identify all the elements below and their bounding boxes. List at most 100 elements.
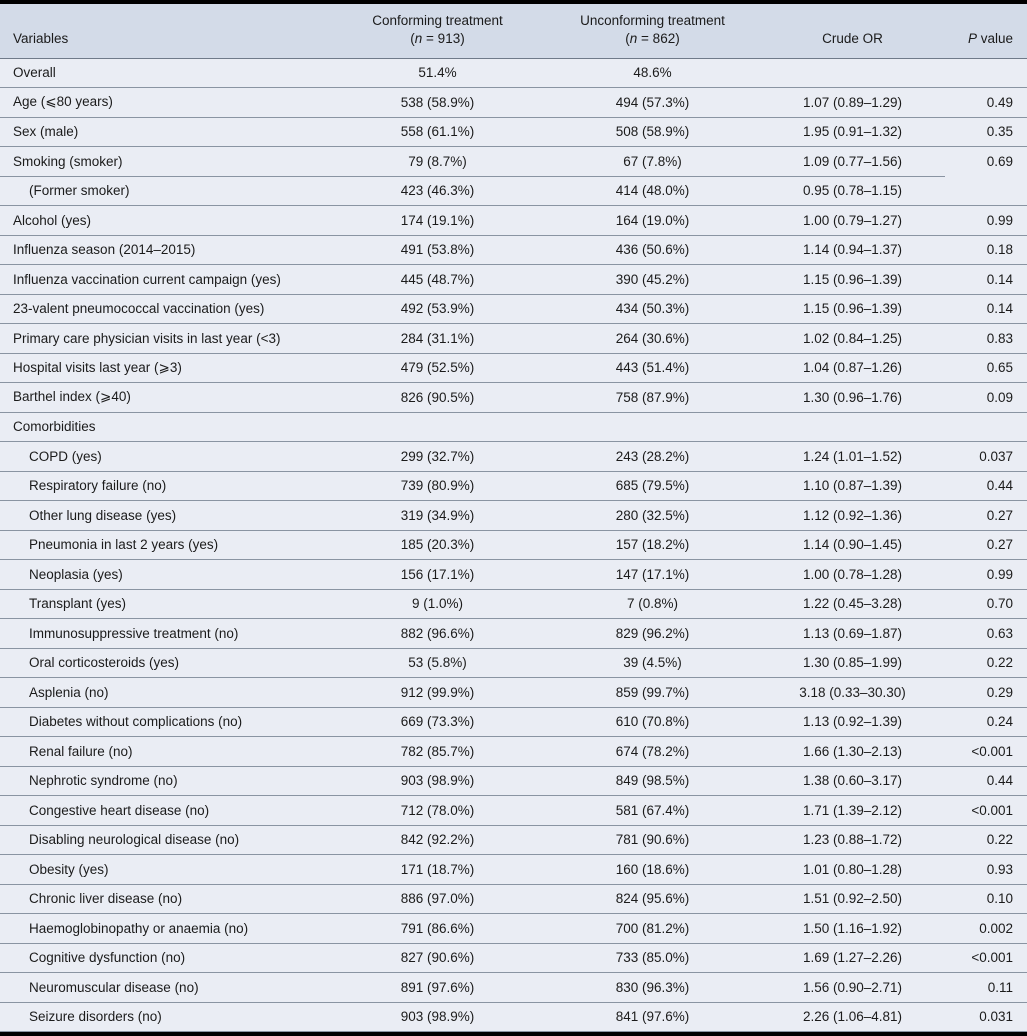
header-row: Variables Conforming treatment (n = 913)… — [0, 4, 1027, 59]
table-row: Neoplasia (yes) 156 (17.1%) 147 (17.1%) 1.0… — [0, 559, 1027, 590]
table-row: Hospital visits last year (⩾3) 479 (52.5%… — [0, 353, 1027, 383]
row-label: Alcohol (yes) — [0, 205, 330, 236]
cell-unconforming: 280 (32.5%) — [545, 500, 760, 531]
table-row: Alcohol (yes) 174 (19.1%) 164 (19.0%) 1.00 … — [0, 205, 1027, 236]
cell-conforming: 842 (92.2%) — [330, 825, 545, 855]
cell-crude_or: 1.14 (0.94–1.37) — [760, 235, 945, 265]
cell-p: 0.70 — [945, 589, 1027, 619]
cell-p: 0.24 — [945, 707, 1027, 737]
cell-unconforming: 264 (30.6%) — [545, 323, 760, 354]
row-label: Oral corticosteroids (yes) — [0, 648, 330, 678]
cell-unconforming: 494 (57.3%) — [545, 87, 760, 118]
table-row: Comorbidities — [0, 412, 1027, 442]
table-row: (Former smoker) 423 (46.3%) 414 (48.0%) 0.9… — [0, 176, 1027, 206]
cell-crude_or — [760, 412, 945, 442]
cell-crude_or: 1.07 (0.89–1.29) — [760, 87, 945, 118]
row-label: Influenza vaccination current campaign (… — [0, 264, 330, 295]
cell-crude_or: 1.14 (0.90–1.45) — [760, 530, 945, 560]
table-row: Chronic liver disease (no) 886 (97.0%) 824… — [0, 884, 1027, 914]
row-label: Overall — [0, 58, 330, 88]
cell-p: 0.29 — [945, 677, 1027, 708]
cell-crude_or: 1.12 (0.92–1.36) — [760, 500, 945, 531]
cell-p: 0.11 — [945, 972, 1027, 1003]
table-row: Diabetes without complications (no) 669 (… — [0, 707, 1027, 737]
cell-p: 0.83 — [945, 323, 1027, 354]
table-row: Obesity (yes) 171 (18.7%) 160 (18.6%) 1.01 … — [0, 854, 1027, 885]
table-row: Age (⩽80 years) 538 (58.9%) 494 (57.3%) 1.0… — [0, 87, 1027, 118]
row-label: 23-valent pneumococcal vaccination (yes) — [0, 294, 330, 324]
row-label: Barthel index (⩾40) — [0, 382, 330, 413]
cell-p: 0.27 — [945, 530, 1027, 560]
column-header-crude-or: Crude OR — [760, 4, 945, 59]
cell-conforming: 156 (17.1%) — [330, 559, 545, 590]
cell-crude_or: 2.26 (1.06–4.81) — [760, 1002, 945, 1032]
cell-unconforming: 758 (87.9%) — [545, 382, 760, 413]
cell-p: 0.44 — [945, 471, 1027, 501]
cell-unconforming: 434 (50.3%) — [545, 294, 760, 324]
table-row: Neuromuscular disease (no) 891 (97.6%) 830… — [0, 972, 1027, 1003]
cell-crude_or: 1.50 (1.16–1.92) — [760, 913, 945, 944]
cell-unconforming: 67 (7.8%) — [545, 146, 760, 177]
cell-p: <0.001 — [945, 795, 1027, 826]
cell-unconforming: 48.6% — [545, 58, 760, 88]
cell-crude_or: 0.95 (0.78–1.15) — [760, 176, 945, 206]
cell-conforming: 886 (97.0%) — [330, 884, 545, 914]
cell-conforming: 827 (90.6%) — [330, 943, 545, 973]
cell-conforming: 171 (18.7%) — [330, 854, 545, 885]
table-header: Variables Conforming treatment (n = 913)… — [0, 4, 1027, 59]
cell-unconforming: 685 (79.5%) — [545, 471, 760, 501]
row-label: Primary care physician visits in last ye… — [0, 323, 330, 354]
cell-p: 0.14 — [945, 264, 1027, 295]
column-header-conforming-title: Conforming treatment — [372, 12, 503, 28]
cell-conforming: 491 (53.8%) — [330, 235, 545, 265]
cell-conforming: 174 (19.1%) — [330, 205, 545, 236]
cell-conforming: 903 (98.9%) — [330, 766, 545, 796]
table-row: Other lung disease (yes) 319 (34.9%) 280 (… — [0, 500, 1027, 531]
cell-p: 0.037 — [945, 441, 1027, 472]
cell-p: 0.14 — [945, 294, 1027, 324]
cell-conforming: 669 (73.3%) — [330, 707, 545, 737]
cell-p: 0.22 — [945, 648, 1027, 678]
cell-conforming: 445 (48.7%) — [330, 264, 545, 295]
cell-conforming: 423 (46.3%) — [330, 176, 545, 206]
cell-crude_or: 1.71 (1.39–2.12) — [760, 795, 945, 826]
cell-crude_or: 1.22 (0.45–3.28) — [760, 589, 945, 619]
row-label: Disabling neurological disease (no) — [0, 825, 330, 855]
table-row: Influenza vaccination current campaign (… — [0, 264, 1027, 295]
cell-unconforming: 700 (81.2%) — [545, 913, 760, 944]
row-label: Age (⩽80 years) — [0, 87, 330, 118]
cell-crude_or: 1.51 (0.92–2.50) — [760, 884, 945, 914]
table-row: Pneumonia in last 2 years (yes) 185 (20.3… — [0, 530, 1027, 560]
row-label: Neoplasia (yes) — [0, 559, 330, 590]
cell-crude_or: 1.13 (0.92–1.39) — [760, 707, 945, 737]
column-header-unconforming: Unconforming treatment (n = 862) — [545, 4, 760, 59]
cell-unconforming — [545, 412, 760, 442]
cell-p: 0.10 — [945, 884, 1027, 914]
cell-crude_or: 1.24 (1.01–1.52) — [760, 441, 945, 472]
cell-conforming — [330, 412, 545, 442]
cell-p: 0.002 — [945, 913, 1027, 944]
cell-conforming: 791 (86.6%) — [330, 913, 545, 944]
cell-conforming: 185 (20.3%) — [330, 530, 545, 560]
column-header-conforming-n: (n = 913) — [410, 30, 465, 46]
table-top-rule — [0, 0, 1027, 4]
cell-unconforming: 674 (78.2%) — [545, 736, 760, 767]
cell-p: 0.031 — [945, 1002, 1027, 1032]
row-label: Nephrotic syndrome (no) — [0, 766, 330, 796]
row-label: Respiratory failure (no) — [0, 471, 330, 501]
row-label: Asplenia (no) — [0, 677, 330, 708]
row-label: Influenza season (2014–2015) — [0, 235, 330, 265]
cell-conforming: 891 (97.6%) — [330, 972, 545, 1003]
row-label: Cognitive dysfunction (no) — [0, 943, 330, 973]
row-label: Transplant (yes) — [0, 589, 330, 619]
row-label: Neuromuscular disease (no) — [0, 972, 330, 1003]
cell-unconforming: 733 (85.0%) — [545, 943, 760, 973]
cell-crude_or: 1.04 (0.87–1.26) — [760, 353, 945, 383]
cell-unconforming: 243 (28.2%) — [545, 441, 760, 472]
table-row: Sex (male) 558 (61.1%) 508 (58.9%) 1.95 (0.… — [0, 117, 1027, 147]
table-row: Barthel index (⩾40) 826 (90.5%) 758 (87.9%… — [0, 382, 1027, 413]
cell-unconforming: 414 (48.0%) — [545, 176, 760, 206]
cell-p: 0.99 — [945, 205, 1027, 236]
cell-unconforming: 508 (58.9%) — [545, 117, 760, 147]
table-body: Overall 51.4% 48.6% Age (⩽80 years) 538 (58.… — [0, 58, 1027, 1032]
